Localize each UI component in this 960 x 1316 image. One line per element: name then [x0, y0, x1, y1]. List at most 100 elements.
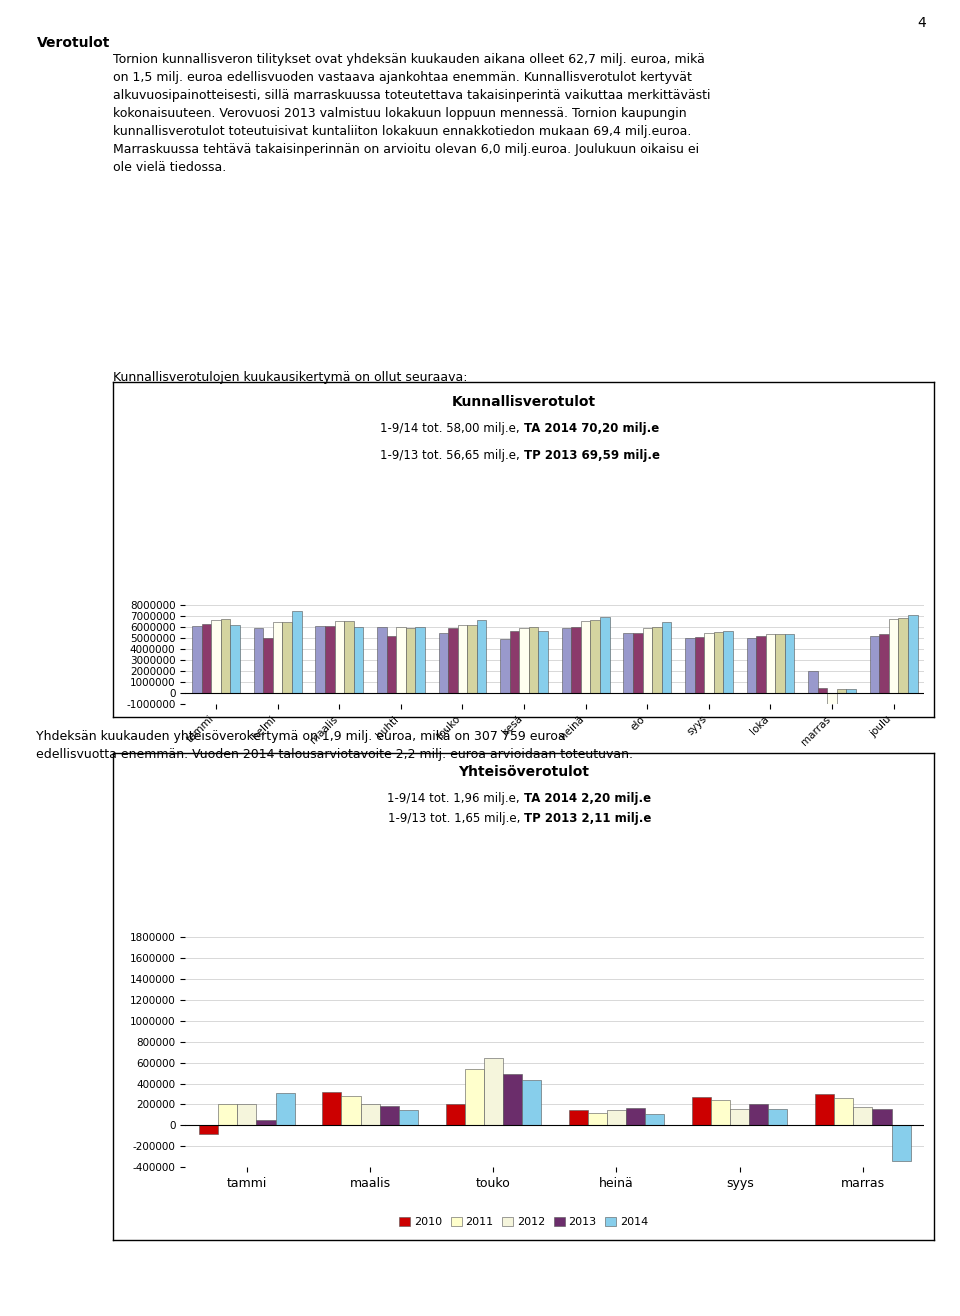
- Legend: 2010, 2011, 2012, 2013, 2014: 2010, 2011, 2012, 2013, 2014: [395, 1212, 653, 1232]
- Text: Verotulot: Verotulot: [36, 36, 109, 50]
- Bar: [837, 690, 847, 694]
- Bar: [652, 628, 661, 694]
- Bar: [522, 1080, 541, 1125]
- Bar: [723, 632, 732, 694]
- Bar: [685, 638, 694, 694]
- Text: Kunnallisverotulot: Kunnallisverotulot: [451, 395, 596, 409]
- Text: TA 2014 2,20 milj.e: TA 2014 2,20 milj.e: [524, 792, 651, 804]
- Bar: [379, 1105, 398, 1125]
- Text: 4: 4: [918, 16, 926, 30]
- Bar: [445, 1104, 465, 1125]
- Bar: [334, 621, 344, 694]
- Bar: [202, 624, 211, 694]
- Bar: [253, 628, 263, 694]
- Text: Yhteisöverotulot: Yhteisöverotulot: [458, 765, 589, 779]
- Bar: [448, 628, 458, 694]
- Bar: [276, 1094, 295, 1125]
- Bar: [642, 628, 652, 694]
- Bar: [749, 1104, 768, 1125]
- Bar: [353, 626, 363, 694]
- Bar: [273, 621, 282, 694]
- Bar: [623, 633, 633, 694]
- Bar: [747, 638, 756, 694]
- Bar: [785, 634, 794, 694]
- Bar: [568, 1109, 588, 1125]
- Bar: [519, 628, 529, 694]
- Bar: [510, 630, 519, 694]
- Bar: [776, 634, 785, 694]
- Text: TP 2013 69,59 milj.e: TP 2013 69,59 milj.e: [524, 449, 660, 462]
- Bar: [694, 637, 704, 694]
- Bar: [633, 633, 642, 694]
- Bar: [588, 1113, 607, 1125]
- Bar: [692, 1098, 711, 1125]
- Bar: [853, 1107, 873, 1125]
- Bar: [873, 1109, 892, 1125]
- Bar: [361, 1104, 379, 1125]
- Bar: [256, 1120, 276, 1125]
- Bar: [889, 619, 899, 694]
- Bar: [571, 626, 581, 694]
- Bar: [815, 1094, 834, 1125]
- Legend: 2010, 2011, 2012, 2013, 2014: 2010, 2011, 2012, 2013, 2014: [395, 690, 653, 708]
- Bar: [192, 626, 202, 694]
- Bar: [406, 628, 416, 694]
- Text: Yhdeksän kuukauden yhteisöverokertymä on 1,9 milj. euroa, mikä on 307 759 euroa
: Yhdeksän kuukauden yhteisöverokertymä on…: [36, 730, 634, 762]
- Bar: [713, 632, 723, 694]
- Bar: [316, 626, 324, 694]
- Text: 1-9/13 tot. 56,65 milj.e,: 1-9/13 tot. 56,65 milj.e,: [380, 449, 524, 462]
- Bar: [607, 1109, 626, 1125]
- Bar: [230, 625, 240, 694]
- Bar: [263, 638, 273, 694]
- Bar: [818, 687, 828, 694]
- Bar: [398, 1109, 418, 1125]
- Bar: [600, 617, 610, 694]
- Bar: [396, 628, 406, 694]
- Text: TA 2014 70,20 milj.e: TA 2014 70,20 milj.e: [524, 422, 659, 434]
- Bar: [661, 622, 671, 694]
- Bar: [458, 625, 468, 694]
- Bar: [468, 625, 477, 694]
- Bar: [766, 634, 776, 694]
- Bar: [899, 619, 908, 694]
- Bar: [342, 1096, 361, 1125]
- Bar: [211, 620, 221, 694]
- Bar: [292, 611, 301, 694]
- Bar: [756, 636, 766, 694]
- Bar: [581, 621, 590, 694]
- Bar: [834, 1098, 853, 1125]
- Text: 1-9/13 tot. 1,65 milj.e,: 1-9/13 tot. 1,65 milj.e,: [388, 812, 524, 825]
- Text: 1-9/14 tot. 1,96 milj.e,: 1-9/14 tot. 1,96 milj.e,: [387, 792, 524, 804]
- Bar: [387, 636, 396, 694]
- Bar: [323, 1092, 342, 1125]
- Bar: [282, 622, 292, 694]
- Bar: [500, 640, 510, 694]
- Bar: [711, 1100, 731, 1125]
- Bar: [847, 690, 856, 694]
- Bar: [908, 615, 918, 694]
- Bar: [731, 1108, 749, 1125]
- Bar: [590, 620, 600, 694]
- Bar: [344, 621, 353, 694]
- Bar: [870, 636, 879, 694]
- Bar: [465, 1069, 484, 1125]
- Bar: [704, 633, 713, 694]
- Text: TP 2013 2,11 milj.e: TP 2013 2,11 milj.e: [524, 812, 651, 825]
- Bar: [199, 1125, 218, 1134]
- Bar: [221, 619, 230, 694]
- Bar: [218, 1104, 237, 1125]
- Bar: [539, 632, 548, 694]
- Bar: [477, 620, 487, 694]
- Bar: [377, 628, 387, 694]
- Bar: [626, 1108, 645, 1125]
- Bar: [416, 628, 424, 694]
- Bar: [879, 634, 889, 694]
- Bar: [768, 1108, 787, 1125]
- Bar: [828, 694, 837, 704]
- Bar: [529, 626, 539, 694]
- Text: 1-9/14 tot. 58,00 milj.e,: 1-9/14 tot. 58,00 milj.e,: [380, 422, 524, 434]
- Bar: [503, 1074, 522, 1125]
- Text: Kunnallisverotulojen kuukausikertymä on ollut seuraava:: Kunnallisverotulojen kuukausikertymä on …: [113, 371, 468, 384]
- Bar: [562, 628, 571, 694]
- Bar: [645, 1113, 664, 1125]
